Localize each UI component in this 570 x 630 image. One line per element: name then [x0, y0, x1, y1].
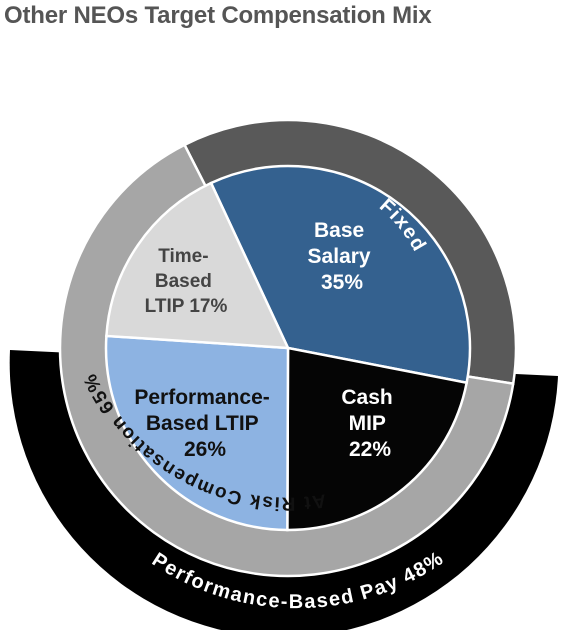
slice-label-line: Cash	[341, 386, 392, 409]
slice-label-line: LTIP 17%	[145, 296, 228, 317]
slice-label-line: Performance-	[134, 386, 269, 409]
slice-cash-mip	[286, 346, 469, 532]
slice-label-line: 22%	[349, 438, 391, 461]
chart-title: Other NEOs Target Compensation Mix	[4, 2, 432, 29]
slice-label-performance-based-ltip: Performance- Based LTIP 26%	[134, 386, 275, 461]
slice-time-based-ltip	[105, 181, 291, 350]
slice-label-time-based-ltip: Time- Based LTIP 17%	[145, 246, 228, 317]
slice-label-line: MIP	[349, 412, 386, 435]
slice-label-cash-mip: Cash MIP 22%	[341, 386, 398, 461]
slice-label-line: Based LTIP	[146, 412, 259, 435]
slice-label-line: Base	[314, 219, 364, 242]
slice-label-line: Time-	[158, 246, 208, 267]
slice-label-line: Salary	[308, 245, 371, 268]
slice-label-line: 35%	[321, 271, 363, 294]
slice-label-line: Based	[155, 271, 212, 292]
slice-performance-based-ltip	[104, 334, 290, 532]
slice-label-line: 26%	[184, 438, 226, 461]
slice-label-base-salary: Base Salary 35%	[308, 219, 377, 294]
slice-base-salary	[209, 164, 472, 385]
